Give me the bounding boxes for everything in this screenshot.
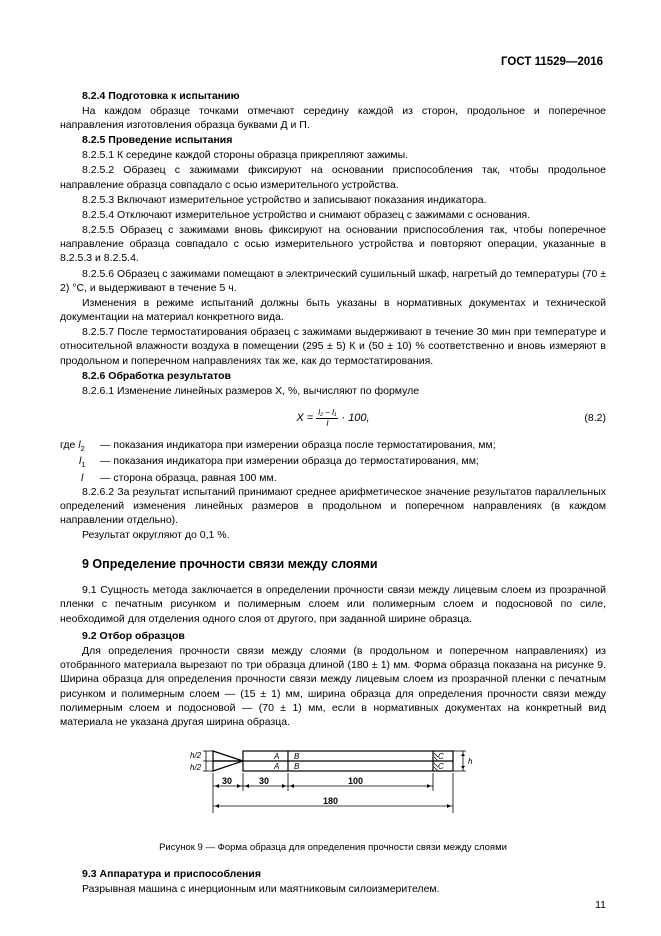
figure-9-caption: Рисунок 9 — Форма образца для определени…	[60, 842, 606, 855]
para-8-2-5-6b: Изменения в режиме испытаний должны быть…	[60, 296, 606, 324]
document-header: ГОСТ 11529—2016	[60, 55, 606, 71]
svg-text:100: 100	[348, 776, 363, 786]
svg-text:A: A	[273, 752, 279, 761]
para-8-2-5-5: 8.2.5.5 Образец с зажимами вновь фиксиру…	[60, 223, 606, 266]
para-8-2-4: На каждом образце точками отмечают серед…	[60, 104, 606, 132]
para-8-2-5-2: 8.2.5.2 Образец с зажимами фиксируют на …	[60, 163, 606, 191]
heading-8-2-6: 8.2.6 Обработка результатов	[60, 369, 606, 383]
heading-8-2-4: 8.2.4 Подготовка к испытанию	[60, 89, 606, 103]
para-9-1: 9.1 Сущность метода заключается в опреде…	[60, 583, 606, 626]
para-8-2-5-1: 8.2.5.1 К середине каждой стороны образц…	[60, 148, 606, 162]
where-l1: l1 — показания индикатора при измерении …	[60, 454, 606, 470]
heading-9-2: 9.2 Отбор образцов	[60, 629, 606, 643]
page-number: 11	[595, 898, 606, 912]
figure-9: A A B B C C h/2 h/2	[60, 741, 606, 836]
para-8-2-6-2: 8.2.6.2 За результат испытаний принимают…	[60, 485, 606, 528]
svg-text:180: 180	[323, 796, 338, 806]
svg-text:h/2: h/2	[190, 751, 202, 760]
heading-9: 9 Определение прочности связи между слоя…	[60, 556, 606, 573]
para-8-2-6-2b: Результат округляют до 0,1 %.	[60, 528, 606, 542]
formula-8-2: X = l₂ − l₁ l · 100, (8.2)	[60, 404, 606, 432]
para-9-2: Для определения прочности связи между сл…	[60, 644, 606, 729]
svg-text:B: B	[294, 752, 300, 761]
where-l: l — сторона образца, равная 100 мм.	[60, 471, 606, 485]
svg-text:h: h	[468, 757, 473, 766]
para-8-2-5-4: 8.2.5.4 Отключают измерительное устройст…	[60, 208, 606, 222]
svg-text:A: A	[273, 762, 279, 771]
svg-text:30: 30	[222, 776, 232, 786]
para-8-2-6-1: 8.2.6.1 Изменение линейных размеров X, %…	[60, 384, 606, 398]
where-l2: где l2 — показания индикатора при измере…	[60, 438, 606, 454]
svg-text:30: 30	[259, 776, 269, 786]
svg-text:h/2: h/2	[190, 763, 202, 772]
svg-text:C: C	[438, 752, 444, 761]
para-9-3: Разрывная машина с инерционным или маятн…	[60, 882, 606, 896]
svg-text:B: B	[294, 762, 300, 771]
heading-8-2-5: 8.2.5 Проведение испытания	[60, 133, 606, 147]
formula-number: (8.2)	[584, 411, 606, 425]
para-8-2-5-3: 8.2.5.3 Включают измерительное устройств…	[60, 193, 606, 207]
svg-text:C: C	[438, 762, 444, 771]
para-8-2-5-6: 8.2.5.6 Образец с зажимами помещают в эл…	[60, 267, 606, 295]
para-8-2-5-7: 8.2.5.7 После термостатирования образец …	[60, 325, 606, 368]
heading-9-3: 9.3 Аппаратура и приспособления	[60, 867, 606, 881]
